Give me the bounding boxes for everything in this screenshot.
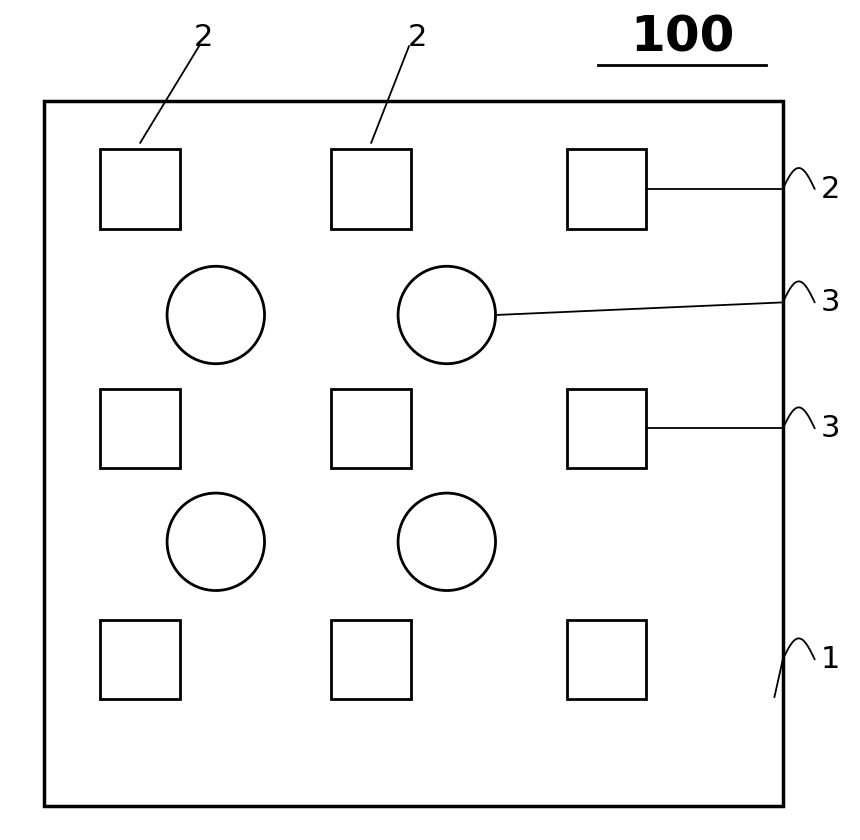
Bar bbox=[101, 150, 180, 229]
Bar bbox=[567, 620, 647, 699]
Bar bbox=[331, 150, 411, 229]
Circle shape bbox=[167, 493, 265, 591]
Circle shape bbox=[398, 266, 495, 364]
Bar bbox=[567, 150, 647, 229]
Text: 1: 1 bbox=[820, 645, 840, 674]
Bar bbox=[331, 620, 411, 699]
Bar bbox=[44, 101, 783, 806]
Circle shape bbox=[167, 266, 265, 364]
Text: 100: 100 bbox=[630, 13, 734, 62]
Bar bbox=[331, 389, 411, 469]
Text: 2: 2 bbox=[408, 24, 427, 52]
Bar bbox=[567, 389, 647, 469]
Text: 2: 2 bbox=[194, 24, 213, 52]
Circle shape bbox=[398, 493, 495, 591]
Text: 3: 3 bbox=[820, 288, 840, 317]
Bar bbox=[101, 389, 180, 469]
Bar bbox=[101, 620, 180, 699]
Text: 3: 3 bbox=[820, 414, 840, 443]
Text: 2: 2 bbox=[820, 175, 840, 203]
